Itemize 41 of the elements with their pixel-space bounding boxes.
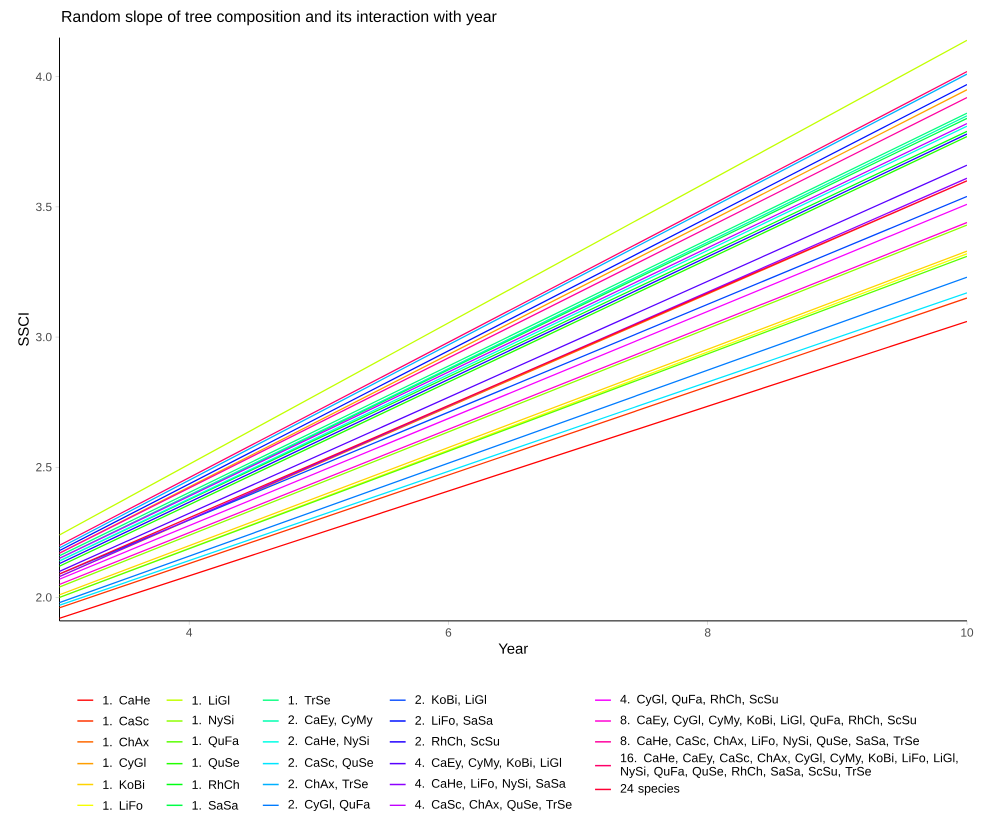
x-tick-label: 8 [704, 628, 710, 637]
y-tick-label: 2.5 [36, 462, 52, 472]
legend-label: 2. KoBi, LiGl [415, 694, 486, 706]
legend-label: 1. SaSa [192, 800, 238, 810]
legend-label: 24 species [620, 784, 680, 796]
legend-label: 4. CaHe, LiFo, NySi, SaSa [415, 778, 566, 790]
legend-label: 4. CaEy, CyMy, KoBi, LiGl [415, 758, 562, 770]
y-axis-title: SSCI [18, 313, 29, 346]
legend-label: 1. CaSc [103, 716, 149, 726]
x-tick-label: 6 [446, 628, 452, 637]
legend-label: 2. RhCh, ScSu [415, 736, 500, 748]
legend-label: 1. QuSe [192, 758, 240, 770]
legend-label: 8. CaHe, CaSc, ChAx, LiFo, NySi, QuSe, SaSa, TrSe [620, 736, 919, 748]
x-tick-label: 10 [961, 628, 974, 637]
legend-label: 2. CaSc, QuSe [288, 758, 374, 770]
legend-label: 2. CaHe, NySi [288, 736, 369, 748]
legend-label: 1. RhCh [192, 780, 239, 789]
legend-label: 1. TrSe [288, 696, 330, 704]
legend-label: 1. KoBi [103, 780, 144, 789]
legend-label: 4. CyGl, QuFa, RhCh, ScSu [620, 694, 778, 706]
legend-label: 2. LiFo, SaSa [415, 716, 494, 726]
legend-label: 2. CyGl, QuFa [288, 799, 370, 811]
legend-label: 8. CaEy, CyGl, CyMy, KoBi, LiGl, QuFa, RhCh, ScSu [620, 715, 916, 727]
y-tick-label: 4.0 [36, 72, 52, 81]
y-tick-label: 2.0 [36, 593, 52, 602]
x-axis-title: Year [498, 643, 528, 654]
legend-label: 1. NySi [192, 715, 234, 727]
legend-label: 2. CaEy, CyMy [288, 715, 373, 727]
legend-label: 1. LiGl [192, 696, 230, 705]
legend-label: 4. CaSc, ChAx, QuSe, TrSe [415, 800, 572, 811]
legend-label: 1. QuFa [192, 736, 239, 748]
y-tick-label: 3.0 [36, 332, 52, 342]
y-tick-label: 3.5 [36, 202, 52, 211]
legend-label: 1. CaHe [103, 696, 150, 704]
legend-label: 1. ChAx [103, 737, 149, 746]
legend-label: 1. CyGl [103, 758, 146, 770]
legend-label: 1. LiFo [103, 800, 142, 810]
chart-title: Random slope of tree composition and its interaction with year [62, 10, 497, 26]
legend-label: 16. CaHe, CaEy, CaSc, ChAx, CyGl, CyMy, KoBi, LiFo, LiGl, NySi, QuFa, QuSe, RhCh, SaSa, ScSu, TrSe [621, 753, 958, 778]
x-tick-label: 4 [186, 628, 192, 636]
legend-label: 2. ChAx, TrSe [288, 779, 368, 790]
